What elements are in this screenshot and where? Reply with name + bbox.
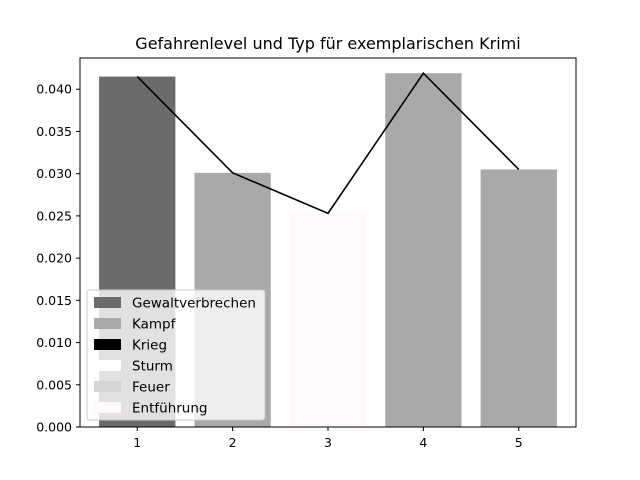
legend-swatch xyxy=(94,381,121,392)
legend-swatch xyxy=(94,402,121,413)
y-tick-label: 0.035 xyxy=(36,124,72,139)
y-tick-label: 0.025 xyxy=(36,208,72,223)
y-tick-label: 0.000 xyxy=(36,420,72,435)
bar-4 xyxy=(385,73,462,427)
bar-3 xyxy=(289,213,367,427)
x-tick-label: 4 xyxy=(419,435,427,450)
y-tick-label: 0.040 xyxy=(36,82,72,97)
legend-swatch xyxy=(94,318,121,329)
y-tick-label: 0.030 xyxy=(36,166,72,181)
x-tick-label: 2 xyxy=(229,435,237,450)
legend-label: Feuer xyxy=(132,380,170,396)
legend-swatch xyxy=(94,360,121,371)
x-tick-label: 1 xyxy=(133,435,141,450)
bar-5 xyxy=(480,169,557,427)
y-tick-label: 0.020 xyxy=(36,251,72,266)
series-line xyxy=(136,71,520,215)
chart-title: Gefahrenlevel und Typ für exemplarischen… xyxy=(135,34,520,53)
legend: Gewaltverbrechen Kampf Krieg Sturm Feuer Entf… xyxy=(86,289,266,421)
legend-label: Gewaltverbrechen xyxy=(132,296,256,312)
y-tick-label: 0.005 xyxy=(36,377,72,392)
x-tick-label: 5 xyxy=(515,435,523,450)
y-tick-label: 0.015 xyxy=(36,293,72,308)
legend-swatch xyxy=(94,297,121,308)
legend-label: Sturm xyxy=(132,359,173,375)
legend-label: Krieg xyxy=(132,338,167,354)
legend-label: Kampf xyxy=(132,317,177,333)
axes-layer: 0.000 0.005 0.010 0.015 0.020 0.025 0.030 0.035… xyxy=(36,57,577,450)
y-tick-label: 0.010 xyxy=(36,335,72,350)
line-layer xyxy=(136,71,520,215)
x-tick-label: 3 xyxy=(324,435,332,450)
legend-label: Entführung xyxy=(132,401,207,417)
legend-box xyxy=(86,289,266,421)
legend-swatch xyxy=(94,339,121,350)
